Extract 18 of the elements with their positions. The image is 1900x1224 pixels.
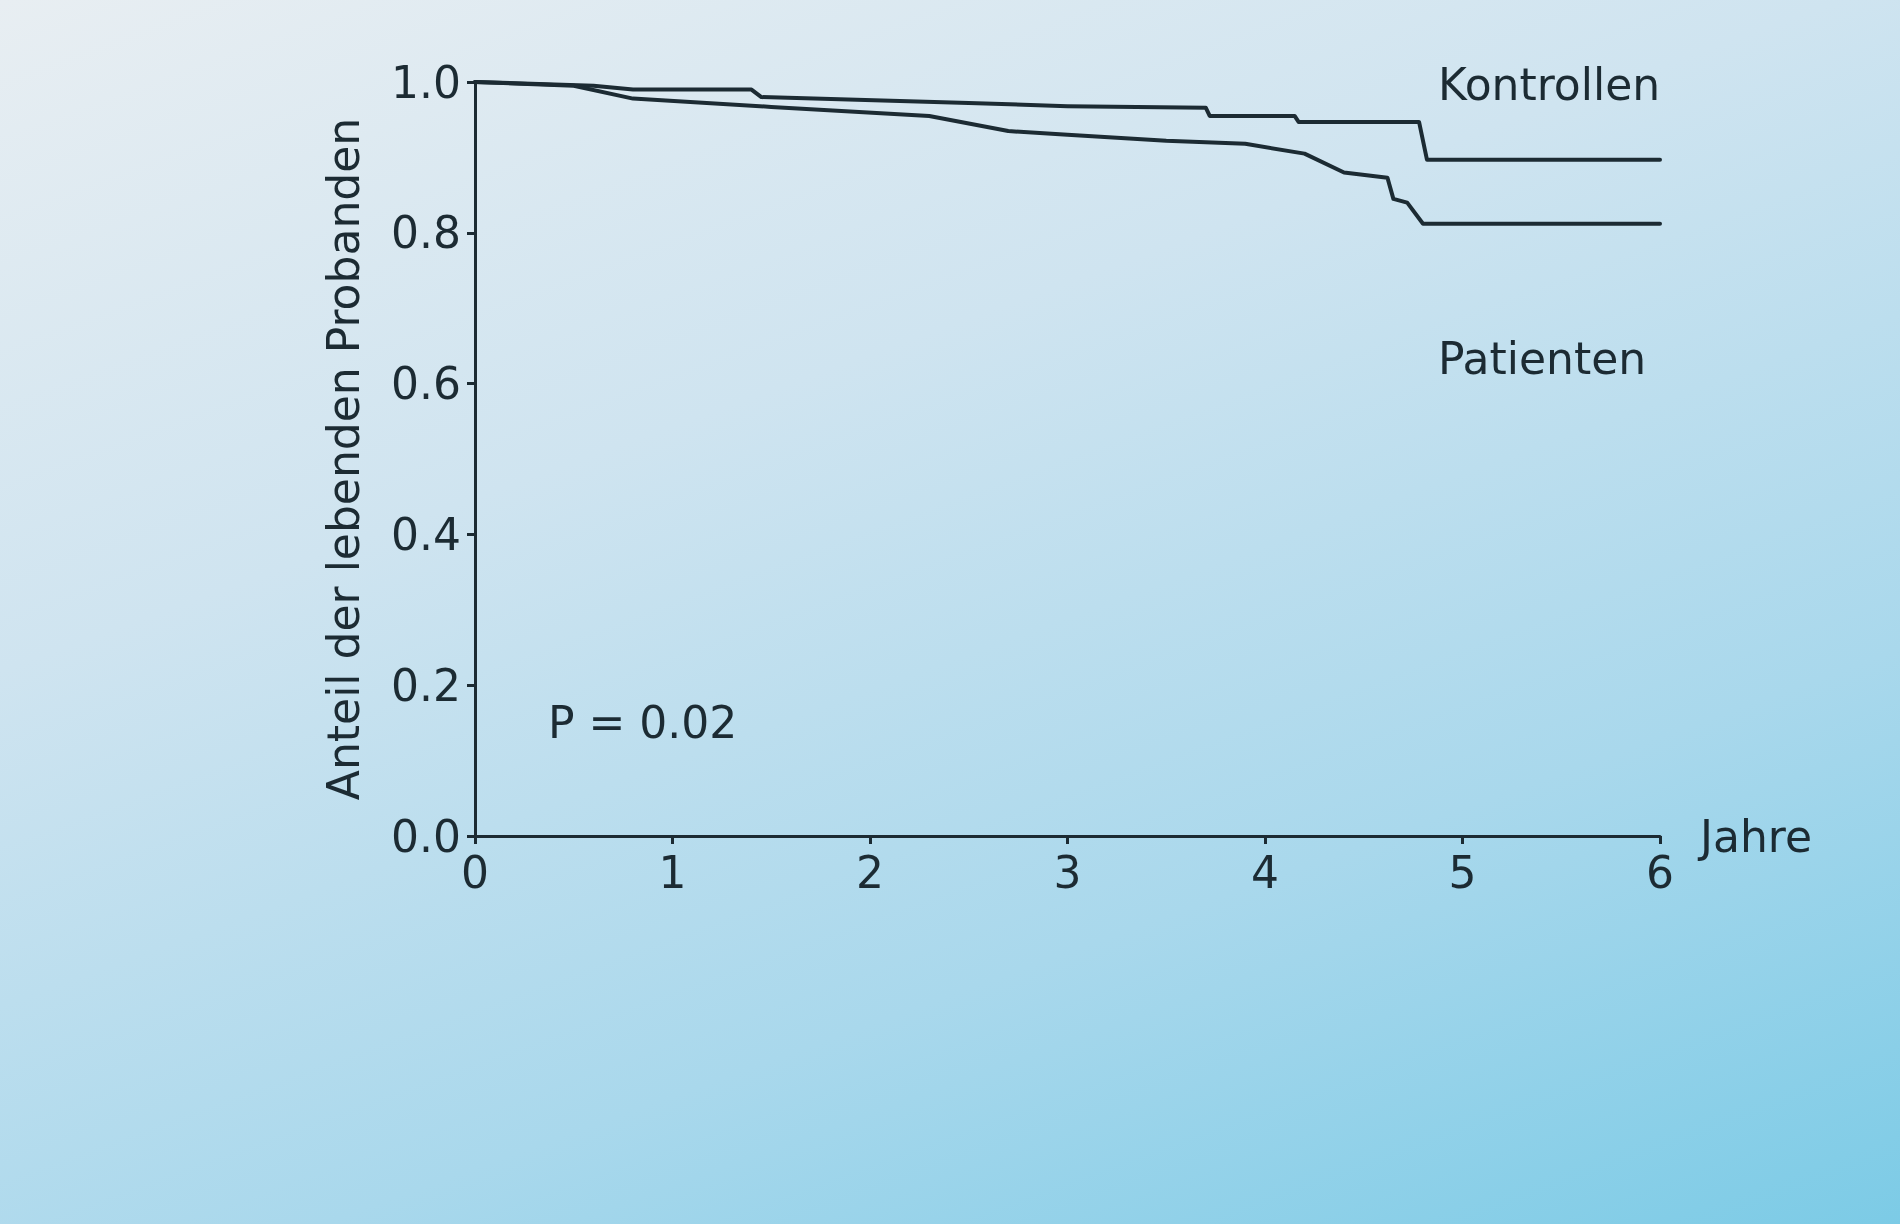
x-tick-label: 5 [1448, 846, 1477, 898]
y-tick-label: 0.2 [391, 659, 461, 711]
y-tick-label: 0.8 [391, 207, 461, 259]
y-tick-label: 0.4 [391, 508, 461, 560]
series-label: Kontrollen [1438, 59, 1661, 111]
y-axis-title: Anteil der lebenden Probanden [317, 117, 369, 801]
x-tick-label: 0 [461, 846, 489, 898]
y-tick-label: 0.6 [391, 358, 461, 410]
x-tick-label: 6 [1646, 846, 1674, 898]
annotation: P = 0.02 [548, 696, 738, 748]
x-tick-label: 4 [1251, 846, 1279, 898]
y-tick-label: 0.0 [391, 810, 461, 862]
x-axis-title: Jahre [1697, 810, 1813, 862]
x-tick-label: 1 [658, 846, 687, 898]
y-tick-label: 1.0 [391, 56, 461, 108]
x-tick-label: 3 [1053, 846, 1082, 898]
x-tick-label: 2 [856, 846, 884, 898]
text: Patienten [1438, 333, 1647, 385]
